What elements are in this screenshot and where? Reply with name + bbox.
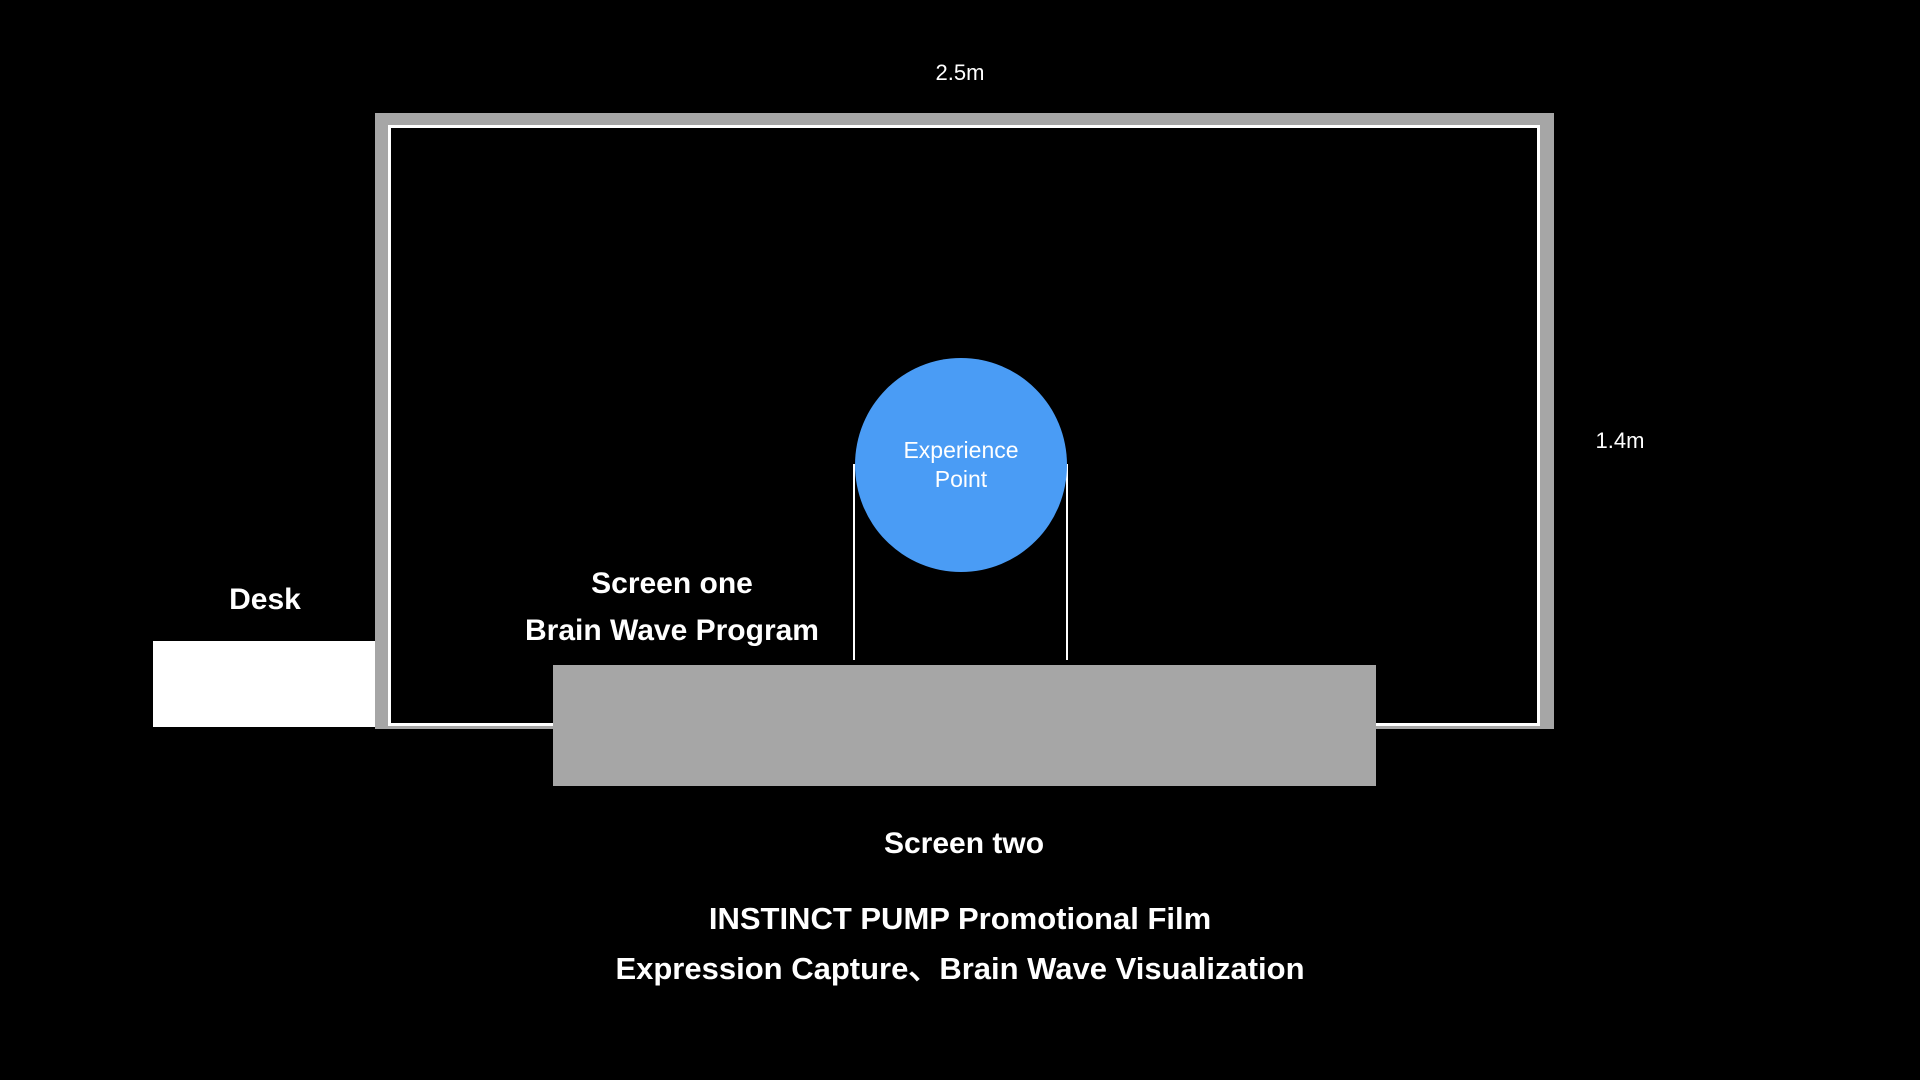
screen-two-block (553, 665, 1376, 786)
width-dimension-label: 2.5m (935, 60, 985, 85)
beam-line-left (853, 464, 855, 660)
screen-two-label: Screen two (883, 827, 1045, 860)
screen-one-subtitle: Brain Wave Program (525, 614, 819, 647)
height-dimension-label: 1.4m (1595, 428, 1645, 453)
experience-point-label-line2: Point (934, 466, 988, 492)
caption-subtitle: Expression Capture、Brain Wave Visualizat… (615, 951, 1305, 986)
experience-point-circle: Experience Point (855, 358, 1067, 572)
screen-one-title: Screen one (591, 567, 753, 600)
desk-block (153, 641, 375, 727)
experience-point-label-line1: Experience (903, 437, 1019, 463)
desk-label: Desk (229, 583, 301, 616)
caption-title: INSTINCT PUMP Promotional Film (708, 901, 1212, 936)
beam-line-right (1066, 464, 1068, 660)
